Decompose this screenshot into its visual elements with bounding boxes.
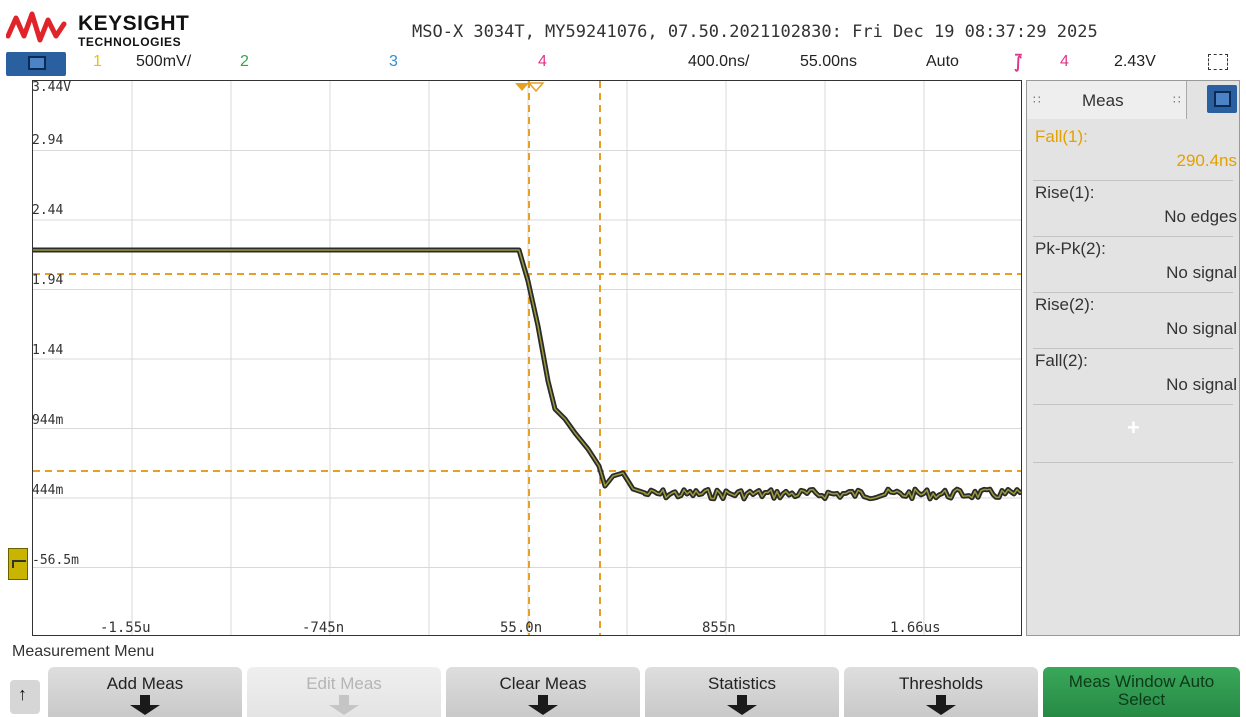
- left-rail: [0, 80, 32, 636]
- meas-item-value: No signal: [1166, 319, 1237, 338]
- meas-item-name: Fall(1):: [1035, 127, 1088, 146]
- meas-item-name: Pk-Pk(2):: [1035, 239, 1106, 258]
- meas-panel-title: Meas: [1082, 91, 1124, 110]
- meas-add-slot[interactable]: +: [1033, 405, 1233, 463]
- edit-meas-label: Edit Meas: [306, 674, 382, 693]
- x-label: 855n: [702, 620, 736, 636]
- keysight-logo: KEYSIGHT TECHNOLOGIES: [6, 6, 206, 49]
- channel-1-waveform: [33, 249, 1021, 500]
- trigger-position-marker: [527, 82, 545, 93]
- edit-meas-button[interactable]: Edit Meas: [247, 667, 441, 717]
- menu-title: Measurement Menu: [12, 643, 155, 660]
- x-label: -745n: [302, 620, 345, 636]
- trigger-level[interactable]: 2.43V: [1114, 53, 1156, 70]
- meas-item-value: 290.4ns: [1176, 151, 1238, 170]
- arrow-down-icon: [727, 695, 757, 715]
- meas-window-label: Meas Window Auto Select: [1068, 672, 1215, 709]
- zoom-select-icon[interactable]: [1208, 54, 1228, 70]
- thresholds-label: Thresholds: [898, 674, 984, 693]
- y-label: 1.94: [32, 273, 64, 288]
- y-label: 1.44: [32, 343, 64, 358]
- meas-panel-menu-icon[interactable]: [1207, 85, 1237, 113]
- meas-item-fall-1[interactable]: Fall(1): 290.4ns: [1033, 125, 1237, 181]
- y-label: -56.5m: [32, 553, 79, 568]
- brand-subtitle: TECHNOLOGIES: [78, 35, 182, 49]
- meas-item-name: Rise(1):: [1035, 183, 1095, 202]
- y-label: 2.94: [32, 133, 64, 148]
- x-label: 55.0n: [500, 620, 543, 636]
- add-meas-plus-icon: +: [1127, 415, 1140, 440]
- timebase-scale[interactable]: 400.0ns/: [688, 53, 750, 70]
- add-meas-button[interactable]: Add Meas: [48, 667, 242, 717]
- y-label: 444m: [32, 483, 64, 498]
- graticule-grid: [33, 81, 1021, 635]
- device-info: MSO-X 3034T, MY59241076, 07.50.202110283…: [412, 22, 1098, 42]
- trigger-position-marker: [515, 83, 529, 91]
- meas-panel: ∷ Meas ∷ Fall(1): 290.4ns Rise(1): No ed…: [1026, 80, 1240, 636]
- ground-reference-icon[interactable]: [8, 548, 28, 580]
- meas-item-value: No signal: [1166, 375, 1237, 394]
- menu-icon[interactable]: [6, 52, 66, 76]
- arrow-down-icon: [329, 695, 359, 715]
- channel-1-scale[interactable]: 500mV/: [136, 53, 192, 70]
- meas-item-rise-1[interactable]: Rise(1): No edges: [1033, 181, 1237, 237]
- meas-panel-header[interactable]: ∷ Meas ∷: [1027, 81, 1187, 119]
- y-label: 944m: [32, 413, 64, 428]
- meas-item-name: Rise(2):: [1035, 295, 1095, 314]
- channel-3-label[interactable]: 3: [389, 53, 398, 70]
- meas-item-pkpk-2[interactable]: Pk-Pk(2): No signal: [1033, 237, 1237, 293]
- trigger-mode[interactable]: Auto: [926, 53, 959, 70]
- meas-window-button[interactable]: Meas Window Auto Select: [1043, 667, 1240, 717]
- brand-name: KEYSIGHT: [78, 12, 190, 35]
- arrow-down-icon: [528, 695, 558, 715]
- statistics-label: Statistics: [707, 674, 777, 693]
- meas-item-fall-2[interactable]: Fall(2): No signal: [1033, 349, 1237, 405]
- y-label: 2.44: [32, 203, 64, 218]
- meas-item-value: No edges: [1164, 207, 1237, 226]
- meas-item-rise-2[interactable]: Rise(2): No signal: [1033, 293, 1237, 349]
- grip-icon: ∷: [1033, 93, 1041, 107]
- x-label: -1.55u: [100, 620, 151, 636]
- arrow-down-icon: [130, 695, 160, 715]
- x-label: 1.66us: [890, 620, 941, 636]
- clear-meas-label: Clear Meas: [499, 674, 587, 693]
- waveform-display[interactable]: [32, 80, 1022, 636]
- trigger-source[interactable]: 4: [1060, 53, 1069, 70]
- add-meas-label: Add Meas: [106, 674, 184, 693]
- channel-4-label[interactable]: 4: [538, 53, 547, 70]
- y-label: 3.44V: [32, 80, 72, 95]
- trigger-edge-icon: ⨛: [1014, 55, 1023, 72]
- time-delay[interactable]: 55.00ns: [800, 53, 857, 70]
- arrow-down-icon: [926, 695, 956, 715]
- channel-2-label[interactable]: 2: [240, 53, 249, 70]
- grip-icon: ∷: [1173, 93, 1181, 107]
- statistics-button[interactable]: Statistics: [645, 667, 839, 717]
- clear-meas-button[interactable]: Clear Meas: [446, 667, 640, 717]
- keysight-wave-icon: [6, 11, 67, 43]
- meas-item-name: Fall(2):: [1035, 351, 1088, 370]
- channel-1-label[interactable]: 1: [93, 53, 102, 70]
- meas-item-value: No signal: [1166, 263, 1237, 282]
- up-arrow-icon[interactable]: [10, 680, 40, 714]
- thresholds-button[interactable]: Thresholds: [844, 667, 1038, 717]
- channel-status-bar: 1 500mV/ 2 3 4 400.0ns/ 55.00ns Auto ⨛ 4…: [0, 50, 1246, 78]
